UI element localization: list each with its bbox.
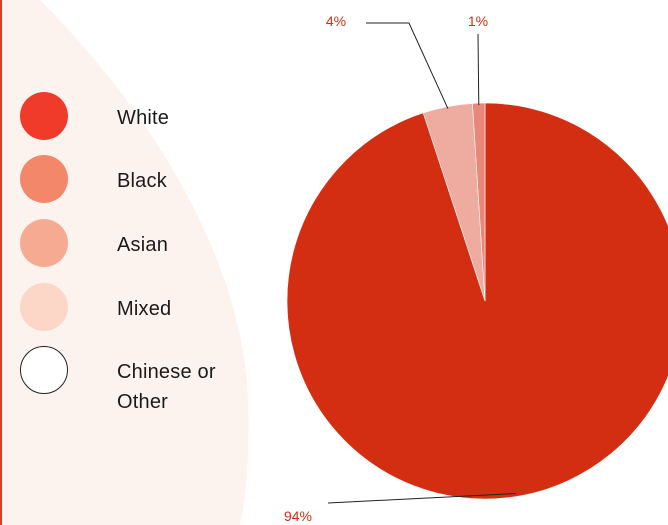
legend-item-mixed: Mixed xyxy=(20,283,250,335)
legend-swatch-white xyxy=(20,92,68,140)
leader-line-mixed xyxy=(477,33,480,106)
data-label-asian: 4% xyxy=(326,13,346,29)
legend-swatch-black xyxy=(20,155,68,203)
legend-label-asian: Asian xyxy=(117,234,169,256)
legend-label-mixed: Mixed xyxy=(117,298,172,320)
leader-line-asian xyxy=(366,22,449,109)
legend-swatch-mixed xyxy=(20,283,68,331)
data-label-white: 94% xyxy=(284,508,312,524)
legend-swatch-chinese-or-other xyxy=(20,346,68,394)
left-accent-rule xyxy=(0,0,2,525)
legend-item-asian: Asian xyxy=(20,219,250,271)
data-label-mixed: 1% xyxy=(468,13,488,29)
legend-label-white: White xyxy=(117,107,170,129)
legend-swatch-asian xyxy=(20,219,68,267)
legend-item-black: Black xyxy=(20,155,250,207)
leader-line-white xyxy=(327,493,516,504)
legend-item-chinese-or-other: Chinese or Other xyxy=(20,346,250,426)
pie-slice-white xyxy=(286,102,668,500)
legend-label-black: Black xyxy=(117,170,167,192)
legend-label-chinese-or-other: Chinese or Other xyxy=(117,361,216,413)
legend-item-white: White xyxy=(20,92,250,144)
